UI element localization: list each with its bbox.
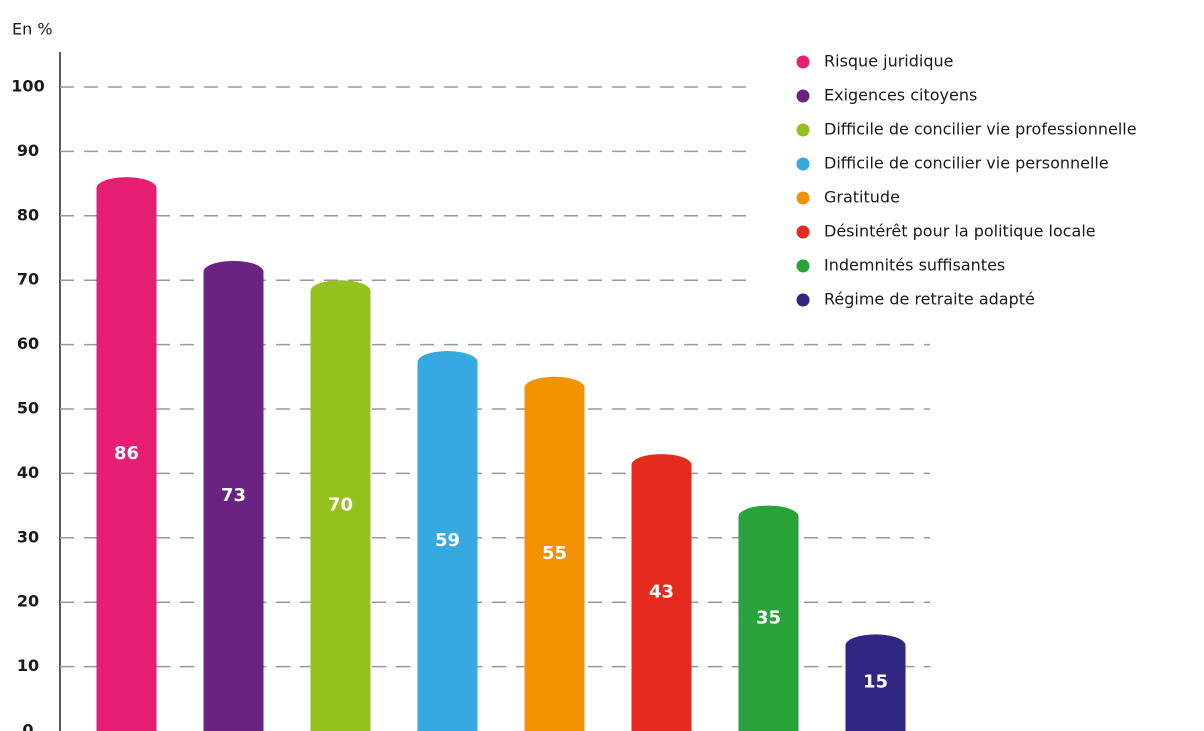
y-tick-label: 50 [17, 399, 39, 418]
legend-label: Difficile de concilier vie personnelle [824, 154, 1109, 173]
data-label: 86 [114, 443, 139, 464]
y-tick-label: 30 [17, 527, 39, 546]
data-label: 15 [863, 672, 888, 693]
legend-label: Exigences citoyens [824, 86, 977, 105]
y-tick-label: 100 [11, 77, 44, 96]
y-tick-label: 40 [17, 463, 39, 482]
legend-swatch [796, 293, 810, 307]
legend-label: Risque juridique [824, 52, 953, 71]
data-label: 73 [221, 485, 246, 506]
legend-swatch [796, 55, 810, 69]
y-tick-label: 70 [17, 270, 39, 289]
bar [417, 351, 478, 731]
bar [738, 505, 799, 731]
legend-swatch [796, 157, 810, 171]
data-label: 35 [756, 607, 781, 628]
bar [96, 177, 157, 731]
data-label: 70 [328, 495, 353, 516]
y-tick-label: 90 [17, 141, 39, 160]
y-tick-label: 0 [22, 721, 33, 731]
legend-swatch [796, 259, 810, 273]
bar [524, 376, 585, 731]
legend-label: Indemnités suffisantes [824, 256, 1005, 275]
y-tick-label: 10 [17, 656, 39, 675]
y-axis-label: En % [12, 20, 53, 39]
legend-label: Gratitude [824, 188, 900, 207]
data-label: 43 [649, 582, 674, 603]
bar [845, 634, 906, 731]
legend-label: Difficile de concilier vie professionnel… [824, 120, 1137, 139]
legend-swatch [796, 89, 810, 103]
y-tick-label: 60 [17, 334, 39, 353]
bar [203, 260, 264, 731]
legend-swatch [796, 123, 810, 137]
data-label: 55 [542, 543, 567, 564]
bar [631, 454, 692, 731]
legend-swatch [796, 225, 810, 239]
bar [310, 280, 371, 731]
legend-label: Régime de retraite adapté [824, 290, 1035, 309]
y-tick-label: 80 [17, 205, 39, 224]
y-tick-label: 20 [17, 592, 39, 611]
legend-swatch [796, 191, 810, 205]
legend-label: Désintérêt pour la politique locale [824, 222, 1096, 241]
data-label: 59 [435, 530, 460, 551]
